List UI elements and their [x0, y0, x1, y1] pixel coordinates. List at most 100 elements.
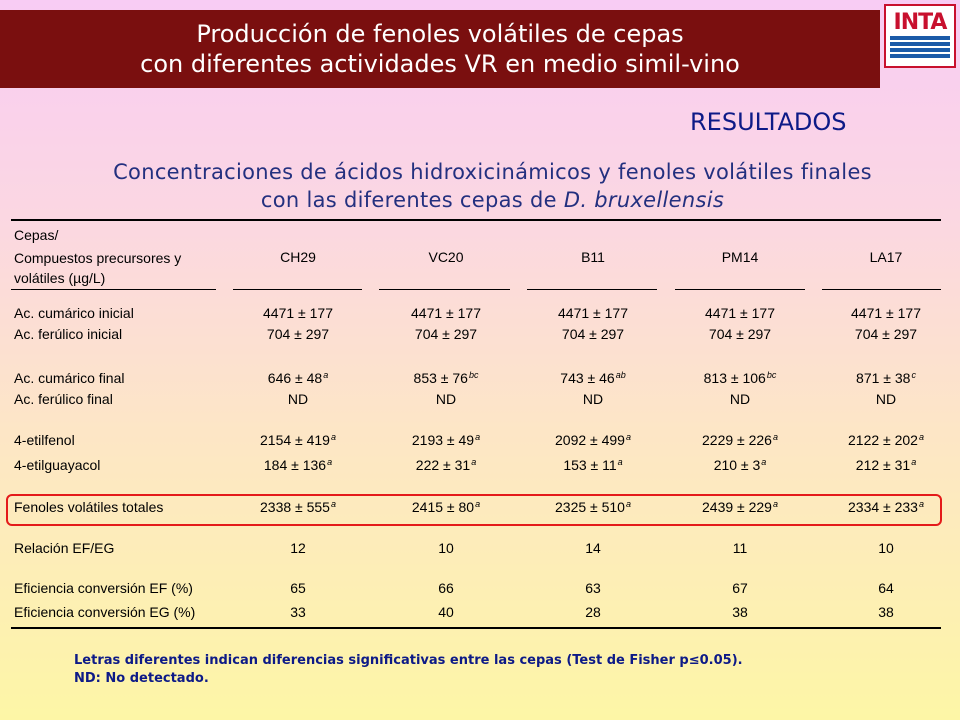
cell-value: 14	[585, 540, 601, 556]
row-label: Eficiencia conversión EF (%)	[14, 580, 193, 596]
cell-value: 66	[438, 580, 454, 596]
footnote-line-1: Letras diferentes indican diferencias si…	[74, 653, 743, 668]
cell-value: 10	[878, 540, 894, 556]
table-cell: 67	[675, 580, 805, 596]
cell-value: 33	[290, 604, 306, 620]
cell-value: 704 ± 297	[708, 326, 772, 342]
cell-value: 813 ± 106	[703, 370, 766, 386]
table-cell: ND	[528, 391, 658, 407]
cell-value: 2325 ± 510	[555, 499, 625, 515]
cell-value: 11	[732, 540, 748, 556]
cell-value: 4471 ± 177	[705, 305, 775, 321]
cell-value: ND	[582, 391, 604, 407]
cell-value: 65	[290, 580, 306, 596]
table-cell: 10	[821, 540, 951, 556]
table-cell: 2439 ± 229a	[675, 499, 805, 515]
significance-letter: bc	[766, 370, 777, 380]
cell-value: 4471 ± 177	[851, 305, 921, 321]
cell-value: 153 ± 11	[563, 457, 617, 473]
total-row-highlight	[6, 494, 942, 526]
cell-value: 10	[438, 540, 454, 556]
cell-value: 743 ± 46	[560, 370, 615, 386]
cell-value: 2092 ± 499	[555, 432, 625, 448]
header-cell-compounds: Compuestos precursores y	[14, 250, 182, 266]
row-label: Eficiencia conversión EG (%)	[14, 604, 196, 620]
table-cell: 65	[233, 580, 363, 596]
cell-value: 2439 ± 229	[702, 499, 772, 515]
cell-value: 212 ± 31	[855, 457, 911, 473]
table-cell: 704 ± 297	[528, 326, 658, 342]
cell-value: ND	[729, 391, 751, 407]
table-cell: 2122 ± 202a	[821, 432, 951, 448]
cell-value: 646 ± 48	[267, 370, 323, 386]
table-cell: 704 ± 297	[381, 326, 511, 342]
table-cell: 2334 ± 233a	[821, 499, 951, 515]
significance-letter: a	[918, 499, 924, 509]
header-cell-units: volátiles (µg/L)	[14, 270, 106, 286]
cell-value: ND	[875, 391, 897, 407]
table-cell: ND	[233, 391, 363, 407]
cell-value: 704 ± 297	[854, 326, 918, 342]
significance-letter: a	[625, 499, 631, 509]
cell-value: 64	[878, 580, 894, 596]
table-cell: ND	[675, 391, 805, 407]
table-cell: 2325 ± 510a	[528, 499, 658, 515]
table-cell: 2415 ± 80a	[381, 499, 511, 515]
significance-letter: a	[471, 457, 477, 467]
cell-value: 2334 ± 233	[848, 499, 918, 515]
logo-stripes-icon	[890, 36, 950, 60]
cell-value: 871 ± 38	[856, 370, 911, 386]
row-label: 4-etilguayacol	[14, 457, 101, 473]
significance-letter: a	[625, 432, 631, 442]
cell-value: 67	[732, 580, 748, 596]
cell-value: 2229 ± 226	[702, 432, 772, 448]
table-cell: 63	[528, 580, 658, 596]
row-label: Relación EF/EG	[14, 540, 115, 556]
table-top-rule	[11, 219, 941, 221]
table-cell: 2193 ± 49a	[381, 432, 511, 448]
table-cell: 210 ± 3a	[675, 457, 805, 473]
column-header: CH29	[280, 249, 316, 265]
table-caption: Concentraciones de ácidos hidroxicinámic…	[0, 158, 960, 214]
table-cell: ND	[821, 391, 951, 407]
cell-value: 63	[585, 580, 601, 596]
row-label: Ac. cumárico final	[14, 370, 125, 386]
row-label: Fenoles volátiles totales	[14, 499, 164, 515]
table-cell: 40	[381, 604, 511, 620]
row-label: 4-etilfenol	[14, 432, 75, 448]
cell-value: 184 ± 136	[263, 457, 327, 473]
header-cell-strains: Cepas/	[14, 227, 59, 243]
title-line-1: Producción de fenoles volátiles de cepas	[196, 20, 684, 48]
cell-value: 853 ± 76	[413, 370, 468, 386]
table-cell: 2092 ± 499a	[528, 432, 658, 448]
cell-value: ND	[287, 391, 309, 407]
cell-value: 12	[290, 540, 306, 556]
cell-value: 704 ± 297	[414, 326, 478, 342]
significance-letter: ab	[615, 370, 626, 380]
table-cell: 153 ± 11a	[528, 457, 658, 473]
table-cell: 2229 ± 226a	[675, 432, 805, 448]
table-cell: 222 ± 31a	[381, 457, 511, 473]
header-rule	[822, 289, 941, 290]
cell-value: 2338 ± 555	[260, 499, 330, 515]
table-cell: 38	[675, 604, 805, 620]
table-cell: 4471 ± 177	[233, 305, 363, 321]
cell-value: 704 ± 297	[266, 326, 330, 342]
cell-value: ND	[435, 391, 457, 407]
row-label: Ac. ferúlico inicial	[14, 326, 123, 342]
caption-line-2: con las diferentes cepas de D. bruxellen…	[0, 186, 960, 214]
table-cell: 4471 ± 177	[821, 305, 951, 321]
table-bottom-rule	[11, 627, 941, 629]
column-header: LA17	[869, 249, 903, 265]
significance-letter: a	[617, 457, 623, 467]
header-rule	[379, 289, 510, 290]
table-cell: 704 ± 297	[675, 326, 805, 342]
significance-letter: a	[330, 432, 336, 442]
table-cell: 64	[821, 580, 951, 596]
header-rule	[527, 289, 657, 290]
cell-value: 2122 ± 202	[848, 432, 918, 448]
significance-letter: a	[772, 432, 778, 442]
header-rule	[233, 289, 362, 290]
table-cell: 28	[528, 604, 658, 620]
significance-letter: a	[918, 432, 924, 442]
